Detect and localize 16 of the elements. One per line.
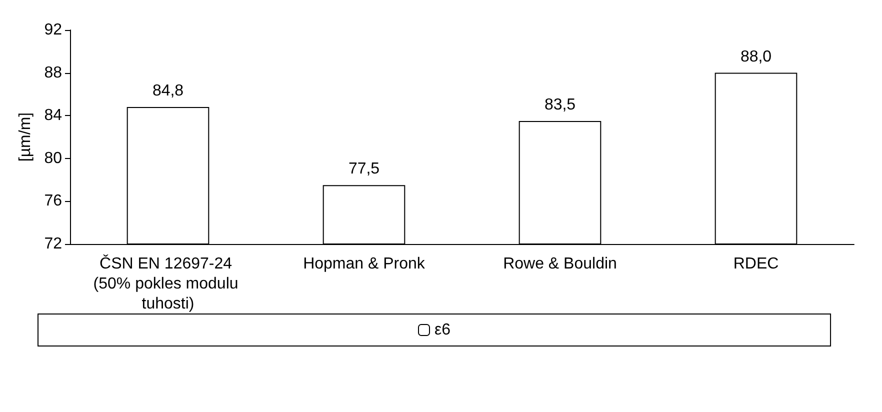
y-axis-title: [µm/m] — [16, 112, 34, 162]
y-tick-label: 72 — [44, 236, 62, 252]
x-tick-label: RDEC — [733, 256, 779, 272]
y-tick-label: 84 — [44, 107, 62, 124]
x-tick-label: ČSN EN 12697-24 (50% pokles modulu tuhosti) — [93, 254, 243, 312]
y-tick-label: 80 — [44, 150, 62, 167]
data-label: 88,0 — [740, 48, 772, 66]
y-tick-label: 76 — [44, 192, 62, 210]
legend-label: ε6 — [434, 322, 451, 338]
x-tick-label: Hopman & Pronk — [303, 256, 426, 272]
data-label: 84,8 — [152, 82, 184, 100]
data-label: 83,5 — [544, 96, 576, 114]
y-tick-label: 88 — [44, 64, 62, 82]
x-tick-label: Rowe & Bouldin — [503, 256, 617, 272]
y-tick-label: 92 — [44, 22, 62, 38]
data-label: 77,5 — [348, 160, 380, 178]
